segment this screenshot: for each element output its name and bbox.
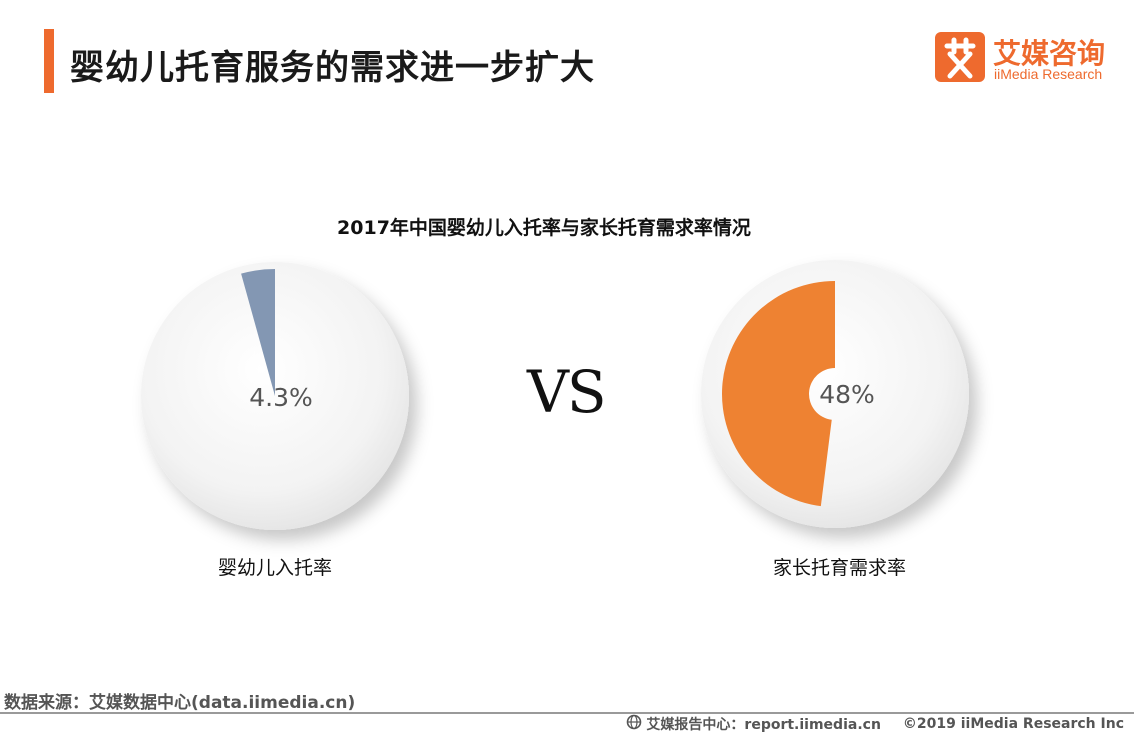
footer-divider	[0, 712, 1134, 714]
pie-slice-right	[721, 281, 835, 507]
globe-icon	[626, 714, 642, 734]
logo-mark-icon	[935, 32, 985, 82]
pie-value-label-left: 4.3%	[249, 383, 313, 412]
vs-separator: VS	[527, 358, 607, 426]
logo-text-cn: 艾媒咨询	[993, 37, 1106, 70]
data-source: 数据来源：艾媒数据中心(data.iimedia.cn)	[4, 693, 356, 713]
logo-text-en: iiMedia Research	[994, 66, 1103, 82]
pie-right-name: 家长托育需求率	[773, 557, 907, 579]
title-accent-bar	[44, 29, 54, 93]
page-title: 婴幼儿托育服务的需求进一步扩大	[70, 48, 595, 88]
brand-logo: 艾媒咨询 iiMedia Research	[935, 32, 1115, 88]
chart-title: 2017年中国婴幼儿入托率与家长托育需求率情况	[337, 217, 751, 239]
footer-copyright: ©2019 iiMedia Research Inc	[902, 716, 1124, 732]
pie-left: 4.3%	[141, 262, 409, 530]
pie-value-label-right: 48%	[819, 380, 875, 409]
pie-right: 48%	[701, 260, 969, 528]
pie-slice-left	[241, 269, 275, 396]
footer-report-link[interactable]: 艾媒报告中心：report.iimedia.cn	[646, 717, 881, 733]
footer-credits: 艾媒报告中心：report.iimedia.cn ©2019 iiMedia R…	[626, 714, 1124, 734]
pie-left-name: 婴幼儿入托率	[218, 557, 333, 579]
